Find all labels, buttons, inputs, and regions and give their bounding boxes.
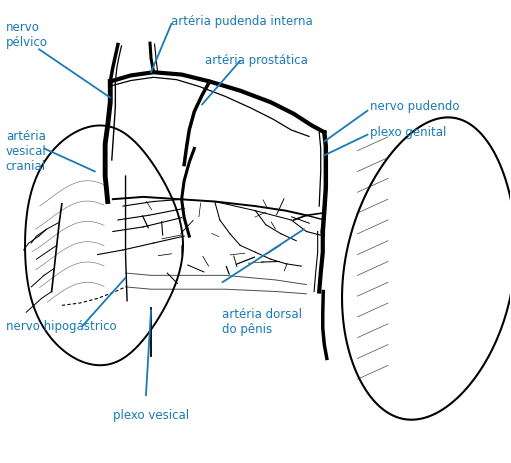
Text: artéria
vesical
cranial: artéria vesical cranial xyxy=(6,130,47,173)
Text: plexo genital: plexo genital xyxy=(370,126,447,139)
Text: artéria pudenda interna: artéria pudenda interna xyxy=(171,15,313,28)
Text: nervo pudendo: nervo pudendo xyxy=(370,100,460,113)
Text: nervo
pélvico: nervo pélvico xyxy=(6,21,48,50)
Text: artéria dorsal
do pênis: artéria dorsal do pênis xyxy=(222,308,303,336)
Text: artéria prostática: artéria prostática xyxy=(204,54,308,67)
Text: plexo vesical: plexo vesical xyxy=(113,409,189,422)
Text: nervo hipogástrico: nervo hipogástrico xyxy=(6,319,117,332)
